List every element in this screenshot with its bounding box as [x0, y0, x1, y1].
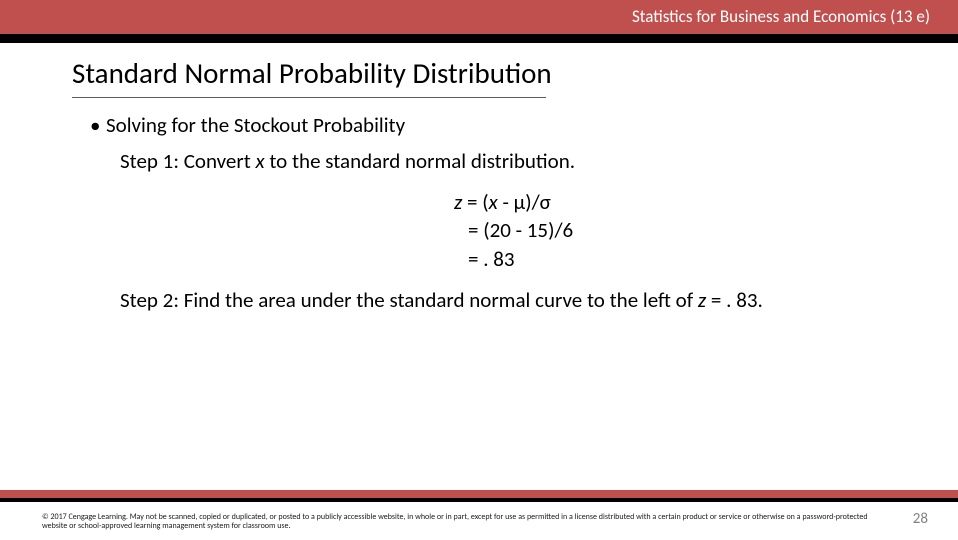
bullet-text: Solving for the Stockout Probability — [106, 112, 405, 138]
copyright-text: © 2017 Cengage Learning. May not be scan… — [42, 513, 878, 532]
step2-var: z — [698, 287, 706, 313]
footer-red-bar — [0, 490, 958, 498]
eq-line-2: = (20 - 15)/6 — [454, 216, 918, 244]
slide-title: Standard Normal Probability Distribution — [72, 55, 958, 91]
bullet-marker: • — [90, 112, 106, 138]
eq-l1b: - μ)/σ — [498, 189, 551, 215]
step1-suffix: to the standard normal distribution. — [265, 148, 575, 174]
step1-line: Step 1: Convert x to the standard normal… — [120, 148, 918, 174]
step2-suffix: = . 83. — [706, 287, 763, 313]
eq-x: x — [489, 189, 498, 215]
header-red-bar: Statistics for Business and Economics (1… — [0, 0, 958, 34]
page-number: 28 — [913, 510, 928, 528]
eq-line-3: = . 83 — [454, 245, 918, 273]
step2-line: Step 2: Find the area under the standard… — [120, 287, 918, 313]
bullet-line: •Solving for the Stockout Probability — [90, 112, 918, 138]
book-title: Statistics for Business and Economics (1… — [632, 6, 930, 27]
equation-block: z = (x - μ)/σ = (20 - 15)/6 = . 83 — [72, 188, 918, 273]
step2-prefix: Step 2: Find the area under the standard… — [120, 287, 698, 313]
step1-var: x — [256, 148, 265, 174]
eq-l1a: = ( — [462, 189, 488, 215]
content-area: •Solving for the Stockout Probability St… — [0, 98, 958, 313]
eq-line-1: z = (x - μ)/σ — [454, 188, 918, 216]
header-black-bar — [0, 34, 958, 43]
footer-black-bar — [0, 498, 958, 502]
step1-prefix: Step 1: Convert — [120, 148, 256, 174]
